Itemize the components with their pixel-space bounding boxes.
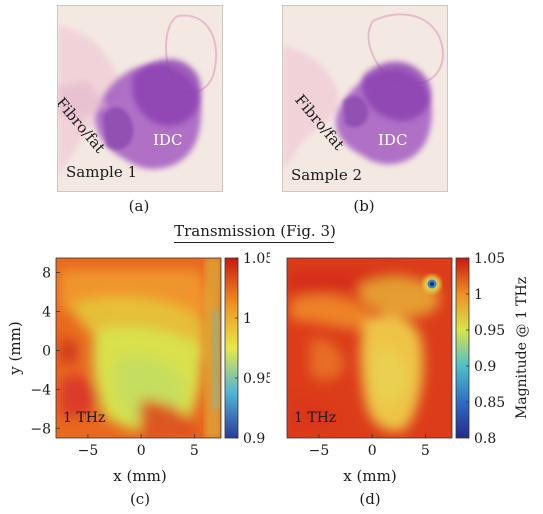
colorbar-d [455,257,470,439]
ylabel-c: y (mm) [6,321,24,375]
panel-label-c: (c) [130,490,150,508]
heatmap-field-d [287,258,452,438]
colorbar-tick-label: 1.05 [243,251,270,267]
x-tick-label: 0 [368,443,377,459]
tumor-label-b: IDC [378,131,408,149]
micrograph-b-image [283,6,447,191]
annotation-c: 1 THz [63,410,105,426]
section-title: Transmission (Fig. 3) [174,222,336,240]
heatmap-field-c [56,258,221,438]
heatmap-chart-d: −5 0 5 1.05 1 0.95 0.9 0.85 0.8 1 THz Magnitude … [286,251,530,508]
x-tick-label: 5 [421,443,430,459]
y-tick-label: 8 [42,266,51,282]
x-tick-label: −5 [309,443,330,459]
sample-label-a: Sample 1 [66,163,138,181]
x-tick-label: 0 [137,443,146,459]
sample-label-b: Sample 2 [291,166,363,184]
micrograph-b: Fibro/fat IDC Sample 2 [282,5,448,192]
tumor-label-a: IDC [153,131,183,149]
y-tick-label: 4 [42,305,51,321]
caption-b: (b) [353,197,375,215]
annotation-d: 1 THz [294,410,336,426]
panel-label-d: (d) [359,490,380,508]
colorbar-tick-label: 1.05 [474,251,505,267]
colorbar-c [224,257,239,439]
y-tick-label: −4 [30,382,51,398]
axes-c: −5 0 5 8 4 0 −4 −8 1.05 1 0.95 0.9 [30,251,270,459]
xlabel-c: x (mm) [113,467,166,485]
heatmap-chart-c: −5 0 5 8 4 0 −4 −8 1.05 1 0.95 0.9 1 THz y (mm) x (… [6,251,270,508]
colorbar-label-d: Magnitude @ 1 THz [514,277,530,419]
section-title-underline [174,242,334,243]
colorbar-tick-label: 0.9 [474,359,496,375]
x-tick-label: 5 [190,443,199,459]
micrograph-a: Fibro/fat IDC Sample 1 [57,5,223,192]
colorbar-tick-label: 0.95 [243,371,270,387]
y-tick-label: −8 [30,421,51,437]
colorbar-tick-label: 0.85 [474,395,505,411]
colorbar-tick-label: 0.8 [474,431,496,447]
colorbar-tick-label: 1 [474,287,483,303]
axes-d: −5 0 5 1.05 1 0.95 0.9 0.85 0.8 [309,251,506,459]
colorbar-tick-label: 0.95 [474,323,505,339]
caption-a: (a) [128,197,150,215]
y-tick-label: 0 [42,343,51,359]
x-tick-label: −5 [78,443,99,459]
colorbar-tick-label: 1 [243,311,252,327]
micrograph-a-image [58,6,222,191]
xlabel-d: x (mm) [343,467,396,485]
colorbar-tick-label: 0.9 [243,431,265,447]
